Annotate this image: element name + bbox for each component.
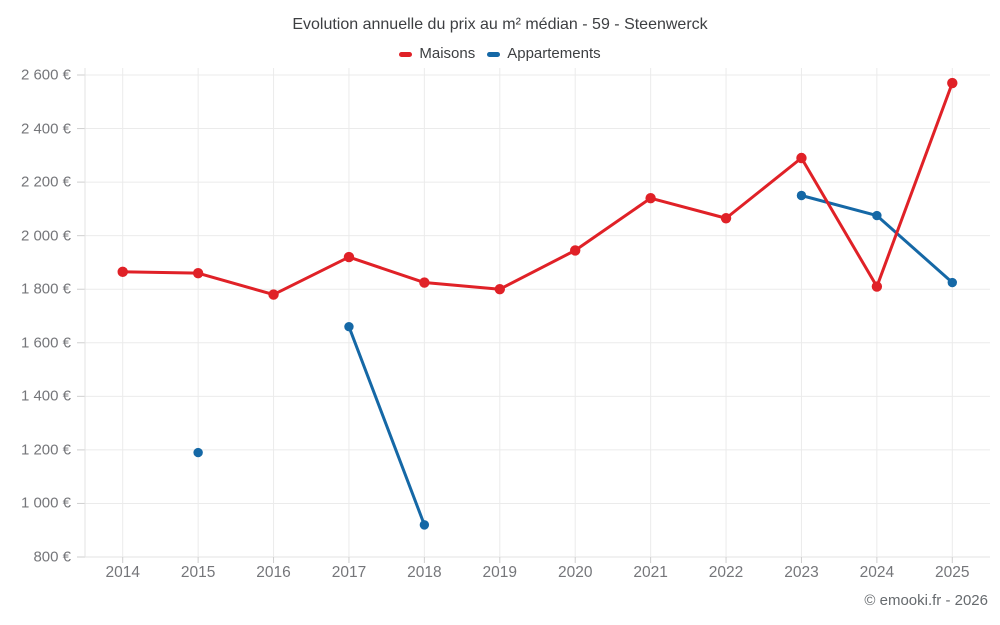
y-axis-label: 2 600 € (20, 66, 71, 84)
x-axis-label: 2015 (180, 564, 216, 581)
x-axis-label: 2019 (482, 564, 518, 581)
x-axis-label: 2014 (105, 564, 140, 581)
y-axis-label: 1 800 € (20, 280, 71, 298)
y-axis-label: 800 € (33, 548, 71, 566)
legend-swatch-appartements (487, 51, 501, 57)
x-axis-label: 2022 (708, 564, 744, 581)
chart-title: Evolution annuelle du prix au m² médian … (292, 16, 708, 33)
legend-swatch-maisons (399, 51, 413, 57)
legend-label-maisons: Maisons (419, 45, 476, 62)
y-axis-label: 1 200 € (20, 441, 71, 459)
x-axis-label: 2025 (935, 564, 970, 581)
x-axis-label: 2018 (407, 564, 442, 581)
legend-label-appartements: Appartements (507, 45, 601, 62)
legend-item-appartements[interactable]: Appartements (487, 45, 601, 63)
legend: Maisons Appartements (0, 45, 1000, 63)
attribution-text: © emooki.fr - 2026 (864, 592, 988, 609)
legend-item-maisons[interactable]: Maisons (399, 45, 475, 63)
x-axis-label: 2017 (331, 564, 367, 581)
x-axis-label: 2016 (256, 564, 291, 581)
y-axis-label: 2 000 € (20, 227, 71, 245)
y-axis-label: 2 200 € (20, 173, 71, 191)
y-axis-label: 1 400 € (20, 387, 71, 405)
x-axis-label: 2020 (557, 564, 593, 581)
x-axis-label: 2021 (633, 564, 668, 581)
y-axis-label: 1 600 € (20, 334, 71, 352)
y-axis-label: 2 400 € (20, 120, 71, 138)
y-axis-label: 1 000 € (20, 494, 71, 512)
x-axis-label: 2024 (859, 564, 895, 581)
x-axis-label: 2023 (784, 564, 819, 581)
